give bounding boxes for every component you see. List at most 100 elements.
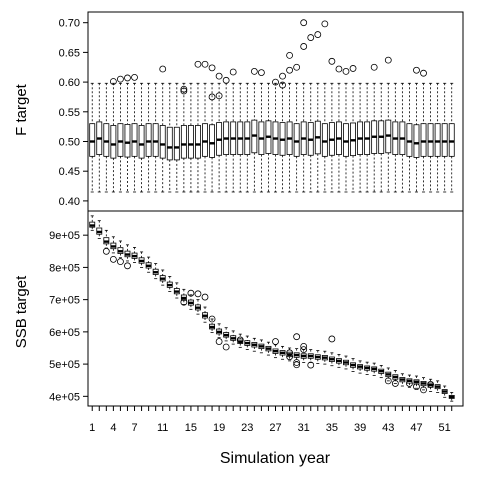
ssb-y-tick-label: 7e+05 bbox=[49, 295, 80, 307]
x-tick-label: 11 bbox=[157, 422, 168, 434]
f-outlier-point bbox=[335, 65, 343, 73]
ssb-outlier-point bbox=[272, 338, 279, 345]
f-outlier-point bbox=[384, 56, 392, 64]
f-box bbox=[117, 123, 124, 157]
f-outlier-point bbox=[131, 73, 138, 81]
f-outlier-point bbox=[300, 19, 308, 27]
f-box bbox=[159, 125, 166, 159]
x-tick-label: 15 bbox=[185, 422, 197, 434]
ssb-outlier-point bbox=[102, 247, 110, 255]
ssb-outlier-point bbox=[427, 381, 434, 388]
x-tick-label: 43 bbox=[382, 422, 394, 434]
x-tick-label: 51 bbox=[439, 422, 451, 434]
f-outlier-point bbox=[117, 75, 124, 83]
f-outlier-point bbox=[215, 72, 223, 80]
ssb-outlier-point bbox=[286, 349, 293, 357]
ssb-outlier-point bbox=[293, 359, 301, 366]
x-tick-label: 19 bbox=[213, 422, 225, 434]
ssb-y-tick-label: 6e+05 bbox=[49, 327, 80, 339]
ssb-outlier-point bbox=[109, 255, 117, 263]
x-tick-label: 4 bbox=[110, 422, 116, 434]
f-box bbox=[89, 123, 96, 157]
f-box bbox=[202, 123, 208, 157]
f-target-axis-label: F target bbox=[13, 83, 30, 136]
ssb-outlier-point bbox=[420, 386, 427, 394]
f-outlier-point bbox=[215, 92, 223, 100]
x-tick-label: 47 bbox=[410, 422, 422, 434]
ssb-target-axis-label: SSB target bbox=[13, 275, 30, 348]
x-axis-label: Simulation year bbox=[220, 450, 331, 467]
f-outlier-point bbox=[293, 63, 301, 71]
f-box bbox=[427, 123, 434, 157]
ssb-outlier-point bbox=[201, 293, 209, 301]
ssb-y-tick-label: 4e+05 bbox=[49, 391, 80, 403]
f-box bbox=[187, 125, 194, 159]
f-outlier-point bbox=[180, 85, 188, 93]
f-outlier-point bbox=[194, 60, 202, 68]
ssb-outlier-point bbox=[328, 335, 336, 343]
ssb-outlier-point bbox=[222, 343, 230, 351]
x-tick-label: 35 bbox=[326, 422, 338, 434]
ssb-outlier-point bbox=[300, 342, 308, 350]
f-outlier-point bbox=[222, 76, 230, 84]
f-y-tick-label: 0.70 bbox=[59, 18, 80, 30]
f-box bbox=[448, 123, 455, 157]
f-box bbox=[413, 124, 420, 158]
ssb-target-panel: 4e+05 5e+05 6e+05 7e+05 8e+05 9e+05 bbox=[49, 210, 464, 407]
ssb-outlier-point bbox=[384, 377, 392, 385]
ssb-outlier-point bbox=[293, 361, 301, 369]
ssb-y-tick-label: 9e+05 bbox=[49, 230, 80, 242]
f-box bbox=[138, 125, 145, 159]
f-outlier-point bbox=[250, 68, 258, 75]
f-outlier-point bbox=[420, 69, 427, 77]
f-outlier-point bbox=[286, 51, 293, 59]
ssb-outlier-point bbox=[406, 380, 413, 387]
f-box bbox=[131, 123, 138, 157]
ssb-outlier-point bbox=[187, 289, 195, 297]
x-tick-label: 31 bbox=[298, 422, 310, 434]
f-outlier-point bbox=[272, 78, 279, 86]
x-tick-label: 39 bbox=[354, 422, 366, 434]
x-axis: 1 4 7 11 15 19 23 27 31 35 39 43 47 51 bbox=[89, 406, 453, 434]
ssb-outlier-point bbox=[413, 383, 420, 391]
f-box bbox=[152, 123, 159, 157]
x-tick-label: 1 bbox=[89, 422, 95, 434]
f-y-tick-label: 0.60 bbox=[59, 77, 80, 89]
f-outlier-point bbox=[208, 64, 216, 72]
f-y-tick-label: 0.45 bbox=[59, 166, 80, 178]
f-box bbox=[420, 123, 427, 157]
ssb-outlier-point bbox=[124, 262, 131, 270]
f-y-tick-label: 0.40 bbox=[59, 196, 80, 208]
f-box bbox=[195, 125, 201, 159]
x-tick-label: 7 bbox=[131, 422, 137, 434]
f-y-tick-label: 0.55 bbox=[59, 107, 80, 119]
f-outlier-point bbox=[208, 93, 216, 101]
ssb-outlier-point bbox=[208, 315, 216, 323]
f-y-tick-label: 0.50 bbox=[59, 136, 80, 148]
f-outlier-point bbox=[258, 69, 265, 76]
x-tick-label: 23 bbox=[241, 422, 253, 434]
ssb-outlier-point bbox=[236, 336, 244, 344]
f-box bbox=[406, 123, 413, 157]
ssb-outlier-point bbox=[293, 333, 301, 341]
x-tick-label: 27 bbox=[269, 422, 281, 434]
f-box bbox=[293, 123, 300, 157]
f-box bbox=[180, 125, 187, 159]
f-box bbox=[145, 123, 152, 157]
f-outlier-point bbox=[159, 65, 167, 73]
f-box bbox=[343, 123, 349, 157]
f-y-tick-label: 0.65 bbox=[59, 47, 80, 59]
ssb-plot-frame bbox=[87, 210, 464, 407]
f-box bbox=[124, 123, 131, 158]
f-outlier-point bbox=[321, 20, 329, 28]
ssb-outlier-point bbox=[300, 346, 308, 353]
f-outlier-point bbox=[328, 57, 336, 65]
f-outlier-point bbox=[349, 65, 357, 72]
ssb-outlier-point bbox=[194, 290, 202, 298]
f-box bbox=[110, 125, 117, 159]
f-box bbox=[209, 124, 215, 158]
f-box bbox=[103, 123, 110, 157]
f-outlier-point bbox=[413, 66, 420, 74]
f-outlier-point bbox=[124, 74, 131, 82]
